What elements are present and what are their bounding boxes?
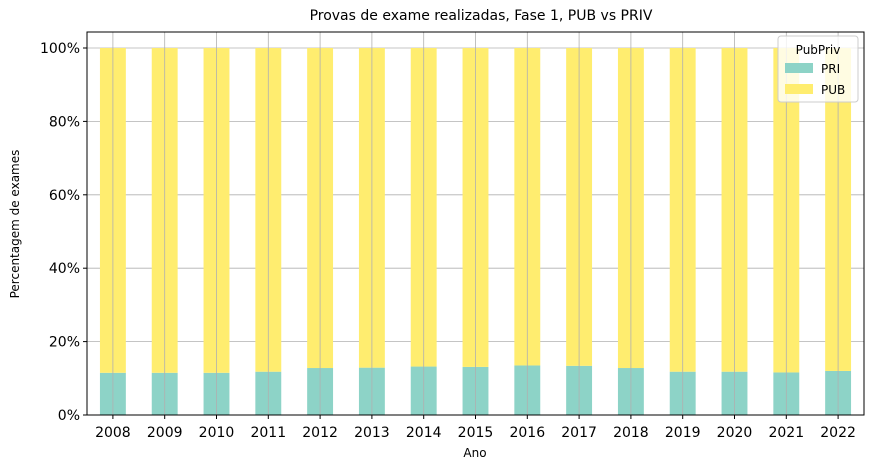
y-tick-label: 100%	[40, 41, 80, 57]
x-tick-label: 2009	[147, 425, 183, 441]
x-tick-label: 2012	[302, 425, 338, 441]
x-axis-label: Ano	[463, 446, 486, 460]
y-tick-label: 0%	[58, 408, 80, 424]
x-tick-label: 2010	[199, 425, 235, 441]
legend-label-pri: PRI	[821, 62, 840, 76]
y-axis-label: Percentagem de exames	[8, 150, 22, 299]
x-tick-label: 2016	[509, 425, 545, 441]
y-tick-label: 40%	[49, 261, 80, 277]
y-tick-label: 20%	[49, 335, 80, 351]
x-tick-label: 2018	[613, 425, 649, 441]
x-tick-label: 2017	[561, 425, 597, 441]
vertical-grid	[112, 32, 839, 415]
x-tick-label: 2019	[665, 425, 701, 441]
y-tick-label: 80%	[49, 114, 80, 130]
legend: PubPriv PRI PUB	[777, 35, 859, 103]
y-axis: 0% 20% 40% 60% 80% 100%	[40, 41, 87, 424]
x-tick-label: 2011	[250, 425, 286, 441]
x-tick-label: 2014	[406, 425, 442, 441]
legend-swatch-pub	[785, 84, 813, 94]
x-axis: 2008 2009 2010 2011 2012 2013 2014 2015 2016 2017…	[95, 415, 856, 441]
x-tick-label: 2020	[717, 425, 753, 441]
y-tick-label: 60%	[49, 188, 80, 204]
legend-label-pub: PUB	[821, 83, 845, 97]
x-tick-label: 2022	[820, 425, 856, 441]
x-tick-label: 2008	[95, 425, 131, 441]
x-tick-label: 2015	[458, 425, 494, 441]
legend-title: PubPriv	[796, 43, 841, 57]
legend-swatch-pri	[785, 63, 813, 73]
chart-title: Provas de exame realizadas, Fase 1, PUB …	[310, 8, 653, 24]
x-tick-label: 2013	[354, 425, 390, 441]
x-tick-label: 2021	[768, 425, 804, 441]
